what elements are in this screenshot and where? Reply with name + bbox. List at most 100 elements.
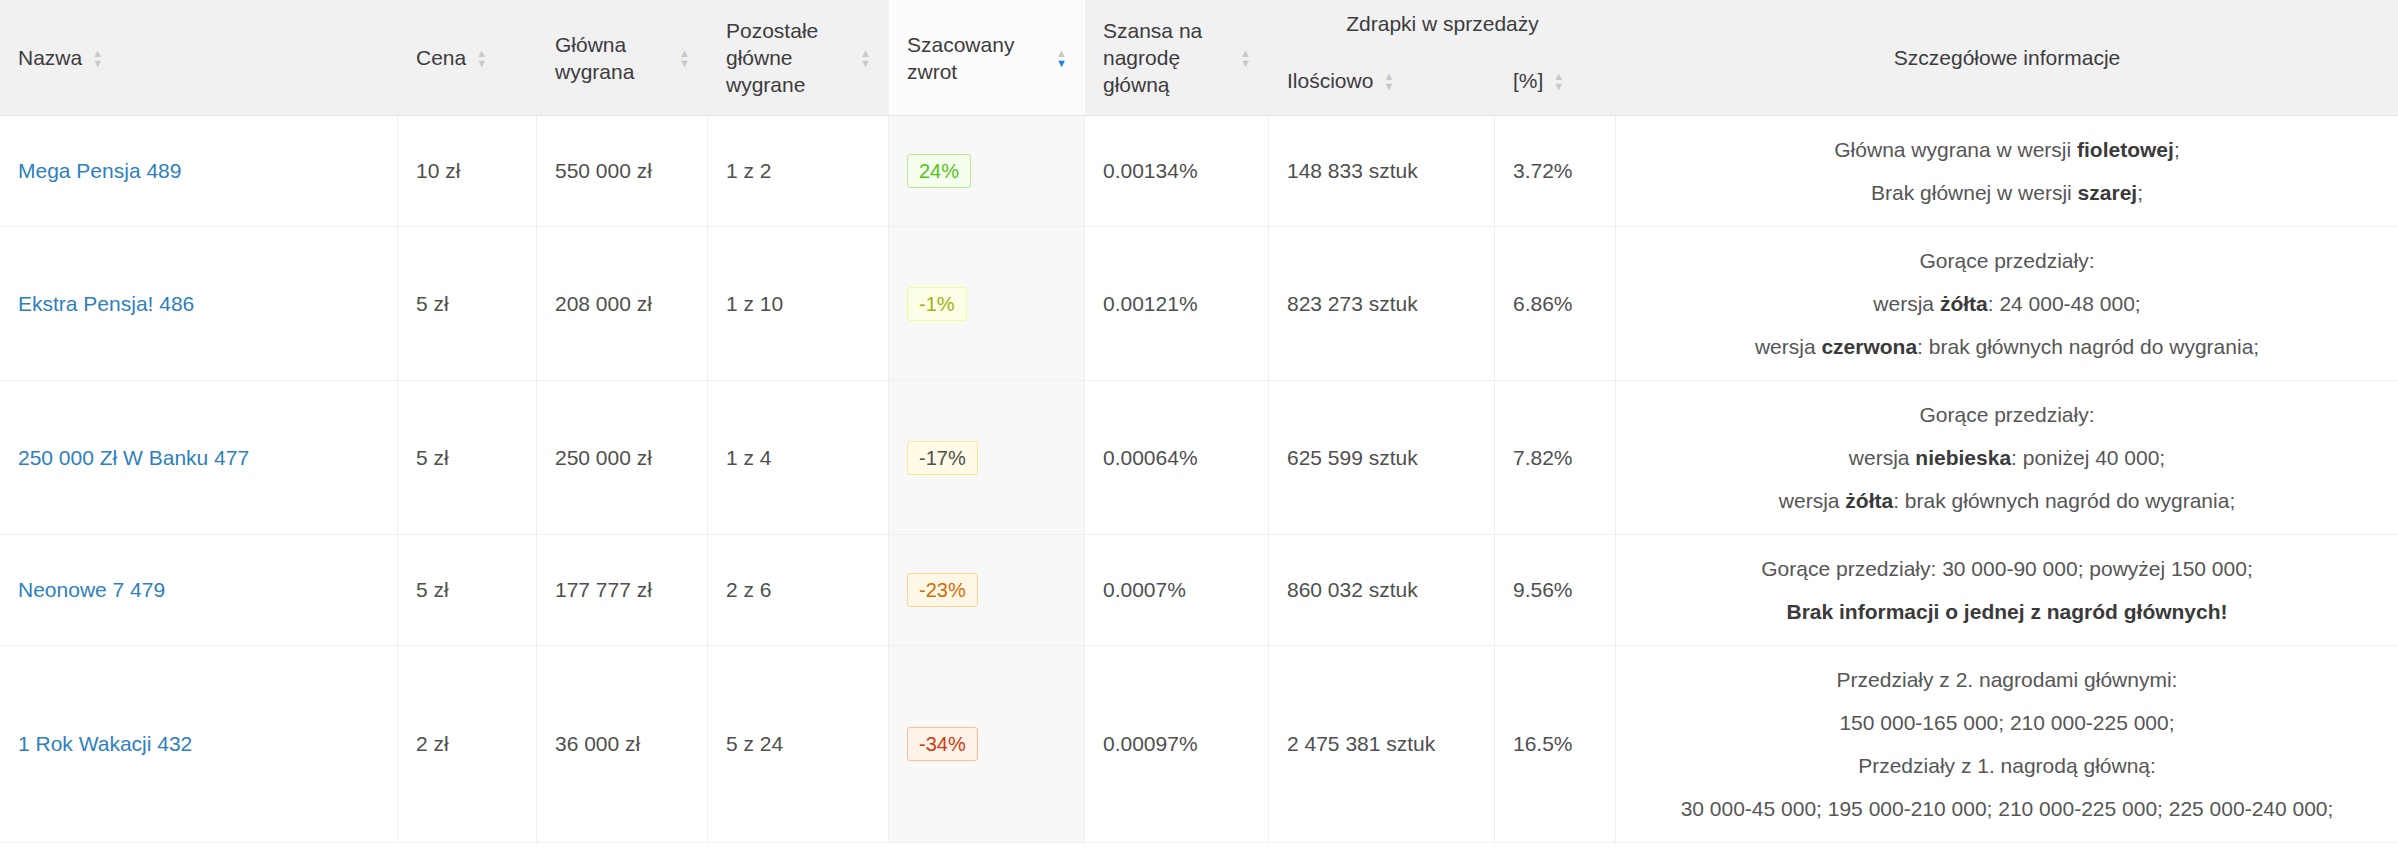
cell-cena: 5 zł xyxy=(398,535,537,646)
return-badge: -23% xyxy=(907,573,978,607)
detail-line: wersja żółta: 24 000-48 000; xyxy=(1656,289,2358,318)
cell-szansa-na-nagrode: 0.00064% xyxy=(1085,381,1269,535)
column-header-glowna-wygrana[interactable]: Główna wygrana ▲▼ xyxy=(537,0,708,116)
cell-procent: 16.5% xyxy=(1495,646,1616,843)
detail-line: wersja żółta: brak głównych nagród do wy… xyxy=(1656,486,2358,515)
column-header-szczegolowe-informacje: Szczegółowe informacje xyxy=(1616,0,2398,116)
column-title: Ilościowo xyxy=(1287,67,1373,94)
cell-szansa-na-nagrode: 0.00121% xyxy=(1085,227,1269,381)
table-row: Mega Pensja 489 10 zł550 000 zł1 z 2 24% 0.… xyxy=(0,116,2398,227)
cell-procent: 9.56% xyxy=(1495,535,1616,646)
return-badge: -34% xyxy=(907,727,978,761)
cell-szacowany-zwrot: 24% xyxy=(889,116,1085,227)
detail-line: Gorące przedziały: 30 000-90 000; powyże… xyxy=(1656,554,2358,583)
cell-szansa-na-nagrode: 0.00134% xyxy=(1085,116,1269,227)
cell-szacowany-zwrot: -1% xyxy=(889,227,1085,381)
cell-szczegolowe-informacje: Gorące przedziały: wersja żółta: 24 000-4… xyxy=(1616,227,2398,381)
cell-pozostale-glowne-wygrane: 1 z 10 xyxy=(708,227,889,381)
game-link[interactable]: Ekstra Pensja! 486 xyxy=(18,292,194,315)
return-badge: -1% xyxy=(907,287,967,321)
column-title: Szczegółowe informacje xyxy=(1634,44,2380,71)
game-link[interactable]: 250 000 Zł W Banku 477 xyxy=(18,446,249,469)
cell-cena: 2 zł xyxy=(398,646,537,843)
column-title: [%] xyxy=(1513,67,1543,94)
cell-pozostale-glowne-wygrane: 1 z 2 xyxy=(708,116,889,227)
table-row: Neonowe 7 479 5 zł177 777 zł2 z 6 -23% 0.00… xyxy=(0,535,2398,646)
scratchcards-table: Nazwa ▲▼ Cena▲▼ Główna wygrana ▲▼ Pozostał… xyxy=(0,0,2398,843)
cell-glowna-wygrana: 177 777 zł xyxy=(537,535,708,646)
cell-nazwa: Mega Pensja 489 xyxy=(0,116,398,227)
cell-cena: 10 zł xyxy=(398,116,537,227)
table-row: 1 Rok Wakacji 432 2 zł36 000 zł5 z 24 -34%… xyxy=(0,646,2398,843)
cell-ilosciowo: 2 475 381 sztuk xyxy=(1269,646,1495,843)
cell-procent: 7.82% xyxy=(1495,381,1616,535)
cell-glowna-wygrana: 550 000 zł xyxy=(537,116,708,227)
detail-line: 30 000-45 000; 195 000-210 000; 210 000-… xyxy=(1656,794,2358,823)
cell-cena: 5 zł xyxy=(398,227,537,381)
return-badge: 24% xyxy=(907,154,971,188)
column-title: Główna wygrana xyxy=(555,31,669,85)
detail-line: 150 000-165 000; 210 000-225 000; xyxy=(1656,708,2358,737)
column-title: Szacowany zwrot xyxy=(907,31,1046,85)
column-title: Zdrapki w sprzedaży xyxy=(1346,10,1539,37)
column-title: Szansa na nagrodę główną xyxy=(1103,17,1230,98)
detail-line: Główna wygrana w wersji fioletowej; xyxy=(1656,135,2358,164)
detail-line: Brak głównej w wersji szarej; xyxy=(1656,178,2358,207)
return-badge: -17% xyxy=(907,441,978,475)
sort-icon: ▲▼ xyxy=(476,48,487,68)
column-header-cena[interactable]: Cena▲▼ xyxy=(398,0,537,116)
cell-szczegolowe-informacje: Główna wygrana w wersji fioletowej; Brak … xyxy=(1616,116,2398,227)
detail-line: Przedziały z 1. nagrodą główną: xyxy=(1656,751,2358,780)
detail-line: Brak informacji o jednej z nagród główny… xyxy=(1656,597,2358,626)
cell-szacowany-zwrot: -34% xyxy=(889,646,1085,843)
column-group-header-zdrapki-w-sprzedazy: Zdrapki w sprzedaży xyxy=(1269,0,1616,46)
cell-pozostale-glowne-wygrane: 2 z 6 xyxy=(708,535,889,646)
detail-line: Przedziały z 2. nagrodami głównymi: xyxy=(1656,665,2358,694)
detail-line: Gorące przedziały: xyxy=(1656,400,2358,429)
cell-glowna-wygrana: 208 000 zł xyxy=(537,227,708,381)
cell-ilosciowo: 860 032 sztuk xyxy=(1269,535,1495,646)
column-header-szacowany-zwrot[interactable]: Szacowany zwrot ▲▼ xyxy=(889,0,1085,116)
table-body: Mega Pensja 489 10 zł550 000 zł1 z 2 24% 0.… xyxy=(0,116,2398,843)
cell-pozostale-glowne-wygrane: 5 z 24 xyxy=(708,646,889,843)
cell-szansa-na-nagrode: 0.0007% xyxy=(1085,535,1269,646)
column-header-procent[interactable]: [%] ▲▼ xyxy=(1495,46,1616,116)
cell-szacowany-zwrot: -23% xyxy=(889,535,1085,646)
cell-nazwa: Neonowe 7 479 xyxy=(0,535,398,646)
cell-szacowany-zwrot: -17% xyxy=(889,381,1085,535)
table-header: Nazwa ▲▼ Cena▲▼ Główna wygrana ▲▼ Pozostał… xyxy=(0,0,2398,116)
column-header-pozostale-glowne-wygrane[interactable]: Pozostałe główne wygrane ▲▼ xyxy=(708,0,889,116)
cell-procent: 3.72% xyxy=(1495,116,1616,227)
cell-ilosciowo: 148 833 sztuk xyxy=(1269,116,1495,227)
game-link[interactable]: Mega Pensja 489 xyxy=(18,159,181,182)
sort-icon: ▲▼ xyxy=(679,48,690,68)
cell-nazwa: 250 000 Zł W Banku 477 xyxy=(0,381,398,535)
table-row: Ekstra Pensja! 486 5 zł208 000 zł1 z 10 -1… xyxy=(0,227,2398,381)
game-link[interactable]: 1 Rok Wakacji 432 xyxy=(18,732,192,755)
cell-ilosciowo: 625 599 sztuk xyxy=(1269,381,1495,535)
column-header-nazwa[interactable]: Nazwa ▲▼ xyxy=(0,0,398,116)
sort-icon: ▲▼ xyxy=(860,48,871,68)
cell-szansa-na-nagrode: 0.00097% xyxy=(1085,646,1269,843)
column-title: Nazwa xyxy=(18,44,82,71)
cell-procent: 6.86% xyxy=(1495,227,1616,381)
cell-glowna-wygrana: 36 000 zł xyxy=(537,646,708,843)
sort-icon: ▲▼ xyxy=(92,48,103,68)
sort-icon: ▲▼ xyxy=(1383,71,1394,91)
detail-line: wersja niebieska: poniżej 40 000; xyxy=(1656,443,2358,472)
game-link[interactable]: Neonowe 7 479 xyxy=(18,578,165,601)
cell-nazwa: Ekstra Pensja! 486 xyxy=(0,227,398,381)
table-row: 250 000 Zł W Banku 4775 zł250 000 zł1 z … xyxy=(0,381,2398,535)
cell-pozostale-glowne-wygrane: 1 z 4 xyxy=(708,381,889,535)
sort-icon: ▲▼ xyxy=(1240,48,1251,68)
sort-icon: ▲▼ xyxy=(1056,48,1067,68)
cell-szczegolowe-informacje: Przedziały z 2. nagrodami głównymi: 150 0… xyxy=(1616,646,2398,843)
cell-szczegolowe-informacje: Gorące przedziały: wersja niebieska: poni… xyxy=(1616,381,2398,535)
sort-icon: ▲▼ xyxy=(1553,71,1564,91)
cell-ilosciowo: 823 273 sztuk xyxy=(1269,227,1495,381)
column-header-ilosciowo[interactable]: Ilościowo ▲▼ xyxy=(1269,46,1495,116)
column-title: Pozostałe główne wygrane xyxy=(726,17,850,98)
detail-line: Gorące przedziały: xyxy=(1656,246,2358,275)
column-header-szansa-na-nagrode[interactable]: Szansa na nagrodę główną ▲▼ xyxy=(1085,0,1269,116)
cell-cena: 5 zł xyxy=(398,381,537,535)
